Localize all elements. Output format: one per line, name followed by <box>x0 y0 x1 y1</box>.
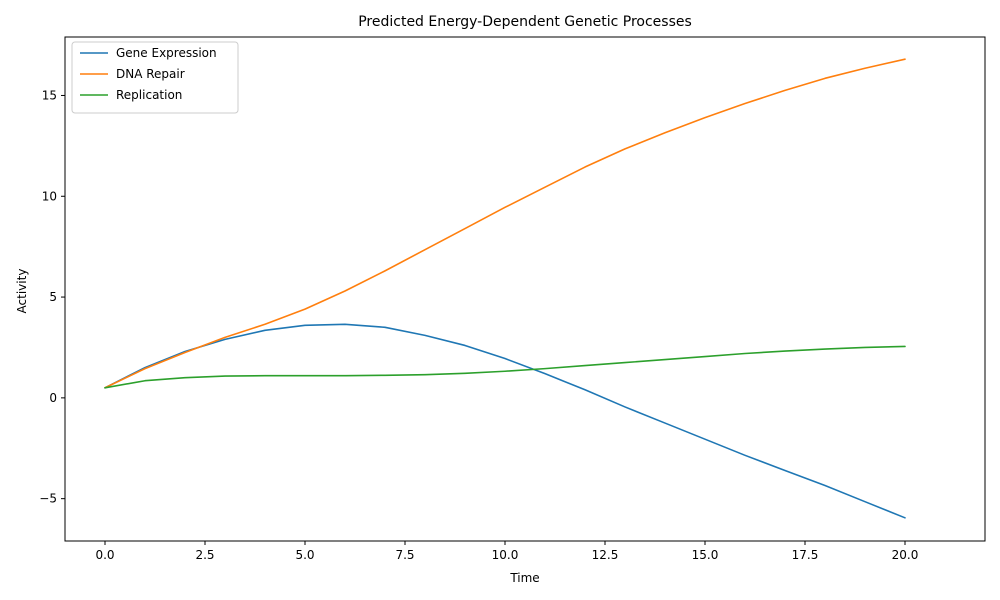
x-tick-label: 20.0 <box>892 548 919 562</box>
y-tick-label: 15 <box>42 88 57 102</box>
series-line-0 <box>104 323 906 519</box>
y-tick-label: 10 <box>42 189 57 203</box>
legend-label-1: DNA Repair <box>116 67 185 81</box>
legend-label-0: Gene Expression <box>116 46 217 60</box>
x-tick-label: 10.0 <box>492 548 519 562</box>
x-tick-label: 5.0 <box>295 548 314 562</box>
axes-frame <box>64 36 986 542</box>
series-line-1 <box>104 58 906 389</box>
y-axis-label: Activity <box>15 269 29 314</box>
chart-title: Predicted Energy-Dependent Genetic Proce… <box>358 14 692 30</box>
legend: Gene Expression DNA Repair Replication <box>71 41 239 114</box>
y-tick-label: 0 <box>49 391 57 405</box>
legend-label-2: Replication <box>116 88 182 102</box>
x-axis-label: Time <box>509 571 539 585</box>
x-tick-label: 7.5 <box>395 548 414 562</box>
x-tick-label: 2.5 <box>195 548 214 562</box>
x-tick-label: 0.0 <box>95 548 114 562</box>
x-tick-label: 15.0 <box>692 548 719 562</box>
plot-area <box>104 58 906 519</box>
x-tick-label: 17.5 <box>792 548 819 562</box>
series-line-2 <box>104 345 906 389</box>
legend-box <box>71 41 239 114</box>
y-tick-label: 5 <box>49 290 57 304</box>
x-tick-label: 12.5 <box>592 548 619 562</box>
y-tick-label: −5 <box>39 492 57 506</box>
axes: 0.0 2.5 5.0 7.5 10.0 12.5 15.0 17.5 20.0 −5 0 5 10 15 <box>39 36 986 562</box>
